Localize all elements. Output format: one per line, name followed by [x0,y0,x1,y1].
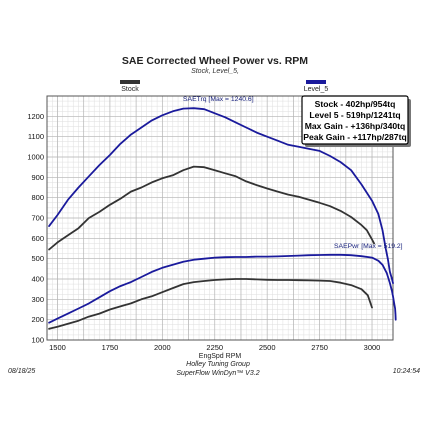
y-tick-label: 500 [31,254,44,263]
y-tick-label: 900 [31,173,44,182]
y-tick-label: 300 [31,295,44,304]
y-tick-label: 800 [31,193,44,202]
y-tick-label: 1000 [27,153,44,162]
series-line-stock-power [48,278,373,330]
summary-line-max-gain: Max Gain - +136hp/340tq [305,121,406,131]
power-max-annotation: SAEPwr [Max = 519.2] [334,243,403,250]
plot-frame [46,95,394,341]
x-tick-label: 2500 [259,343,276,352]
y-tick-label: 1200 [27,112,44,121]
legend-swatch-level5 [306,80,326,84]
x-axis-label: EngSpd RPM [199,353,242,360]
legend: Stock Level_5 [120,80,328,93]
y-axis-ticks: 100 200 300 400 500 600 700 800 900 1000 1100 1200 [27,112,44,345]
legend-label-level5: Level_5 [304,86,329,93]
footer-date: 08/18/25 [8,368,35,375]
x-tick-label: 1500 [49,343,66,352]
x-tick-label: 1750 [102,343,119,352]
chart-title: SAE Corrected Wheel Power vs. RPM [122,55,308,67]
y-tick-label: 600 [31,234,44,243]
summary-box: Stock - 402hp/954tq Level 5 - 519hp/1241… [301,95,411,147]
series-line-stock-torque [48,165,375,251]
footer-company: Holley Tuning Group [186,361,250,368]
x-axis-ticks: 1500 1750 2000 2250 2500 2750 3000 [49,343,380,352]
footer-time: 10:24:54 [393,368,420,375]
x-tick-label: 3000 [364,343,381,352]
y-tick-label: 400 [31,275,44,284]
y-tick-label: 700 [31,214,44,223]
series-line-level-5-torque [48,107,394,284]
summary-line-peak-gain: Peak Gain - +117hp/287tq [303,132,406,142]
chart-subtitle: Stock, Level_5, [191,68,239,75]
summary-box-panel [301,95,409,145]
legend-label-stock: Stock [121,86,139,93]
summary-line-stock: Stock - 402hp/954tq [315,99,396,109]
summary-line-level5: Level 5 - 519hp/1241tq [309,110,400,120]
y-tick-label: 200 [31,315,44,324]
footer-software: SuperFlow WinDyn™ V3.2 [176,370,259,377]
torque-max-annotation: SAETrq [Max = 1240.6] [183,96,254,103]
x-tick-label: 2250 [206,343,223,352]
x-tick-label: 2750 [311,343,328,352]
series-lines [48,107,397,330]
y-tick-label: 1100 [28,132,44,141]
series-line-level-5-power [48,253,397,324]
y-tick-label: 100 [31,336,44,345]
x-tick-label: 2000 [154,343,171,352]
legend-swatch-stock [120,80,140,84]
